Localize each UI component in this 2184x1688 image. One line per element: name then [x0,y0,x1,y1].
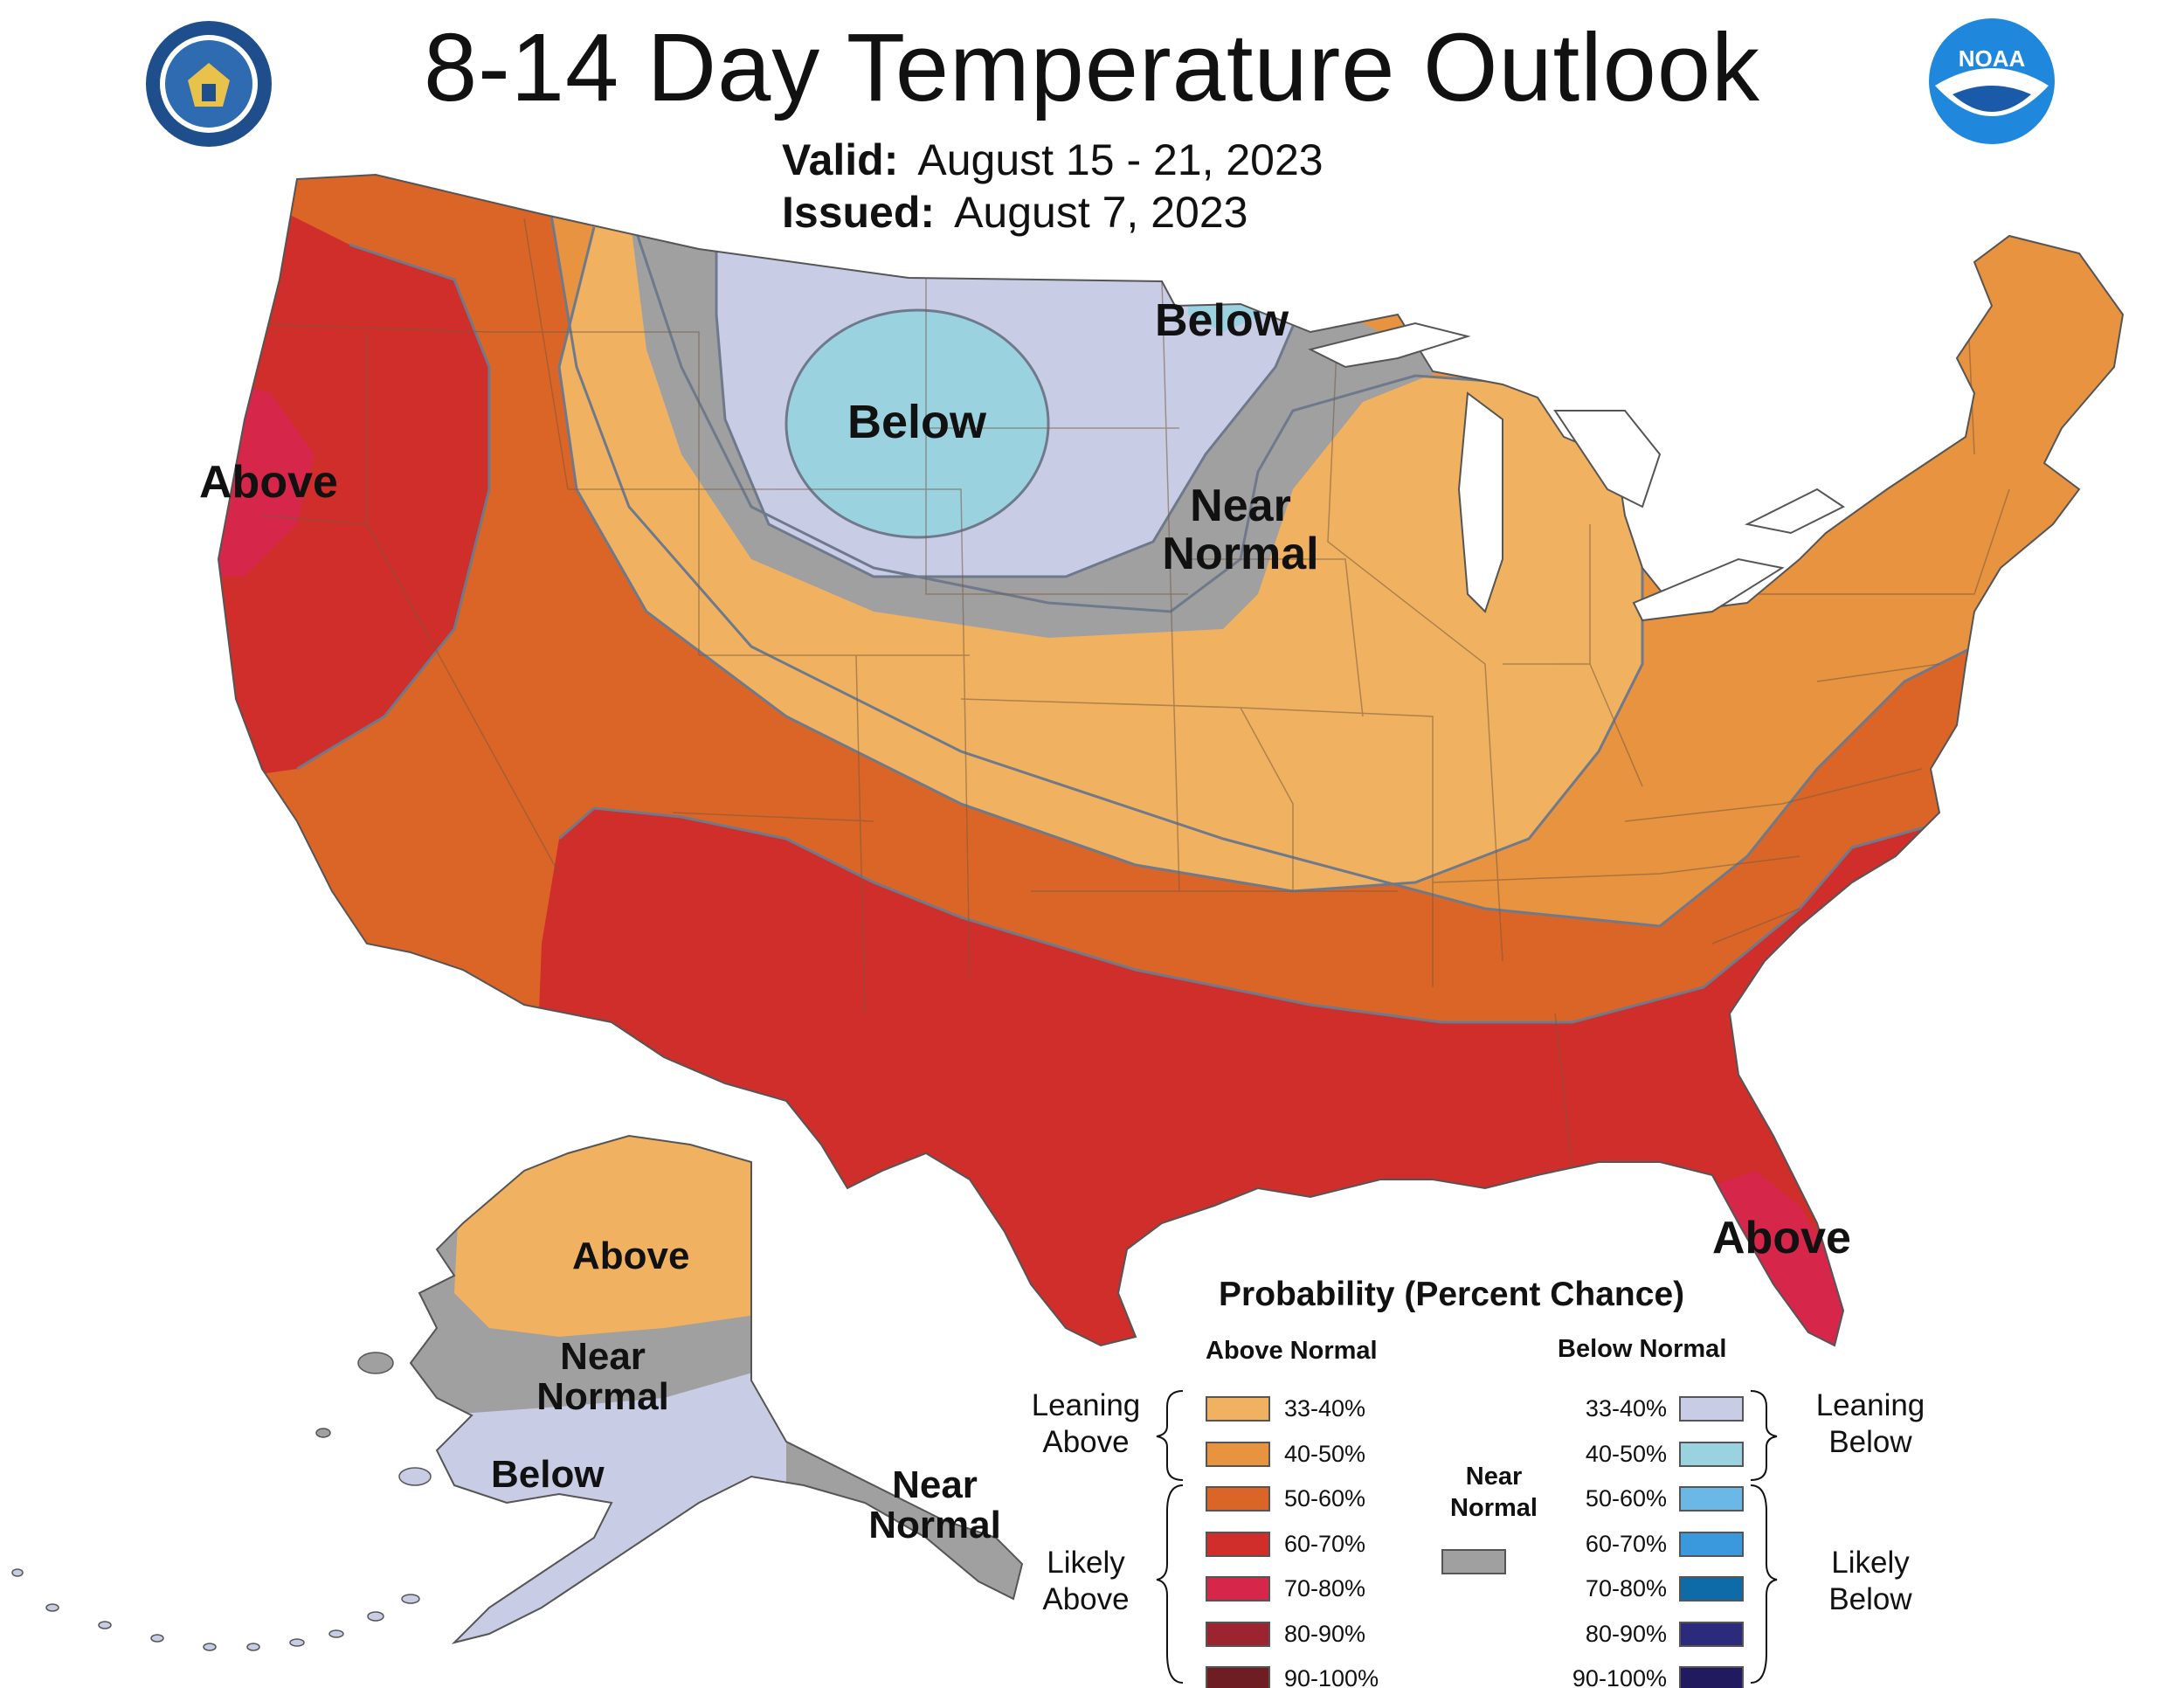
state-boundaries [235,210,2010,1172]
valid-value: August 15 - 21, 2023 [917,135,1324,184]
likely-below-line1: Likely [1831,1546,1910,1580]
legend-above-header: Above Normal [1206,1337,1378,1365]
label-mn-below: Below [1155,295,1289,346]
noaa-logo-icon: NOAA [1926,16,2057,147]
legend-above-range: 40-50% [1284,1441,1366,1467]
label-alaska-below: Below [491,1453,605,1496]
legend-likely-above: Likely Above [1020,1545,1151,1618]
alaska-outline [409,1134,1024,1644]
legend-above-swatch [1206,1396,1270,1422]
valid-dates: Valid: August 15 - 21, 2023 [782,135,1324,185]
issued-date: Issued: August 7, 2023 [782,187,1248,238]
legend-above-swatch [1206,1576,1270,1602]
conus-outline [217,173,2125,1347]
legend-below-braces [1750,1390,1778,1684]
legend-near-line2: Normal [1450,1494,1538,1523]
legend-below-range: 80-90% [1585,1621,1667,1647]
legend-above-range: 90-100% [1284,1665,1379,1688]
issued-value: August 7, 2023 [954,188,1248,237]
zone-contours [296,175,2123,1024]
label-alaska-above: Above [572,1235,690,1277]
legend-above-range: 80-90% [1284,1621,1366,1647]
legend-title: Probability (Percent Chance) [1219,1276,1685,1313]
leaning-below-line1: Leaning [1815,1388,1925,1422]
legend-below-range: 70-80% [1585,1575,1667,1602]
likely-below-line2: Below [1828,1582,1912,1616]
great-lakes [1308,322,1845,622]
ak-near-line1: Near [560,1335,646,1378]
near-normal-line2: Normal [1162,528,1319,579]
legend-near-normal-swatch [1441,1549,1506,1574]
legend-below-swatch [1679,1532,1744,1557]
se-ak-near-line2: Normal [868,1504,1001,1547]
legend-below-range: 90-100% [1572,1665,1667,1688]
issued-label: Issued: [782,188,936,237]
legend-leaning-above: Leaning Above [1020,1387,1151,1461]
likely-above-line1: Likely [1047,1546,1125,1580]
legend-near-normal: Near Normal [1446,1461,1542,1525]
legend-above-range: 60-70% [1284,1531,1366,1557]
near-normal-line1: Near [1190,481,1291,531]
label-se-alaska-near-normal: Near Normal [860,1463,1009,1547]
se-ak-near-line1: Near [892,1463,978,1506]
label-west-above: Above [199,457,338,508]
leaning-below-line2: Below [1828,1425,1912,1459]
label-florida-above: Above [1712,1213,1851,1263]
aleutian-islands [11,1467,432,1651]
legend-above-swatch [1206,1442,1270,1467]
ak-near-line2: Normal [536,1375,669,1419]
legend-below-range: 33-40% [1585,1395,1667,1422]
legend-above-range: 33-40% [1284,1395,1366,1422]
label-north-below: Below [847,396,987,448]
legend-above-range: 50-60% [1284,1485,1366,1512]
legend-below-range: 50-60% [1585,1485,1667,1512]
legend-below-swatch [1679,1396,1744,1422]
legend-leaning-below: Leaning Below [1805,1387,1936,1461]
legend-below-swatch [1679,1442,1744,1467]
legend-below-header: Below Normal [1558,1335,1727,1363]
legend-above-swatch [1206,1622,1270,1647]
svg-text:NOAA: NOAA [1959,45,2026,72]
likely-above-line2: Above [1042,1582,1130,1616]
legend-above-swatch [1206,1486,1270,1512]
legend-above-braces [1156,1390,1184,1684]
legend-below-range: 40-50% [1585,1441,1667,1467]
leaning-above-line1: Leaning [1031,1388,1141,1422]
label-alaska-near-normal: Near Normal [507,1335,699,1419]
legend-below-swatch [1679,1666,1744,1688]
legend-above-range: 70-80% [1284,1575,1366,1602]
alaska-west-islands [315,1352,394,1438]
legend-below-swatch [1679,1622,1744,1647]
valid-label: Valid: [782,135,899,184]
legend-above-swatch [1206,1532,1270,1557]
legend-above-swatch [1206,1666,1270,1688]
legend-likely-below: Likely Below [1805,1545,1936,1618]
legend-below-range: 60-70% [1585,1531,1667,1557]
label-near-normal: Near Normal [1153,482,1328,578]
legend-below-swatch [1679,1576,1744,1602]
department-of-commerce-seal-icon [144,19,273,149]
leaning-above-line2: Above [1042,1425,1130,1459]
legend-near-line1: Near [1465,1463,1523,1491]
legend-below-swatch [1679,1486,1744,1512]
page-title: 8-14 Day Temperature Outlook [423,14,1761,121]
